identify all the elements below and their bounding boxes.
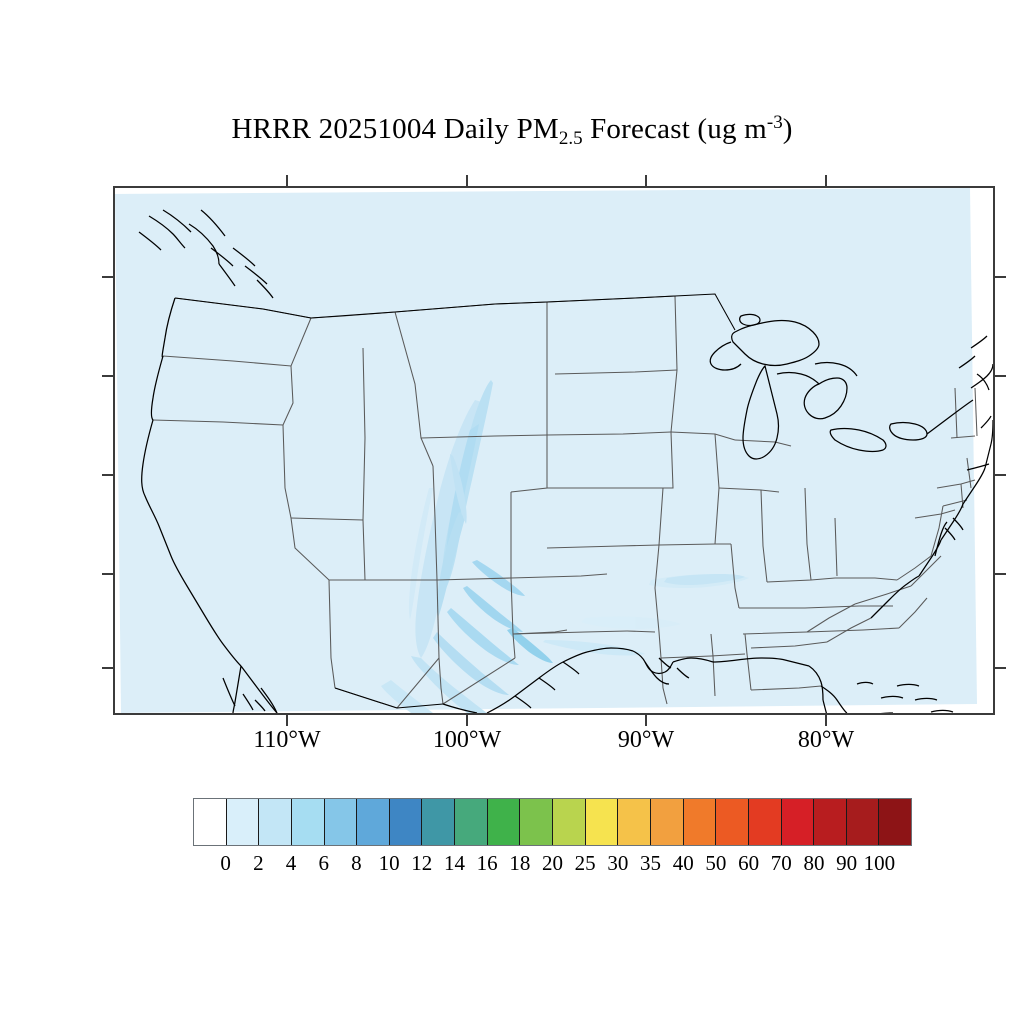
- colorbar-cell-10: [520, 799, 554, 845]
- band-ms-al-core: [664, 574, 745, 586]
- colorbar-tick-100: 100: [863, 851, 896, 875]
- band-gulf-filament: [543, 640, 645, 656]
- ytick-40: [102, 375, 113, 377]
- colorbar-cell-15: [683, 799, 717, 845]
- colorbar-tick-60: 60: [738, 851, 760, 875]
- xtick-110w: [286, 715, 288, 726]
- band-la-coast: [581, 616, 681, 629]
- colorbar[interactable]: [193, 798, 912, 846]
- colorbar-cell-8: [455, 799, 488, 845]
- colorbar-tick-8: 8: [351, 851, 362, 875]
- colorbar-cell-4: [324, 799, 358, 845]
- colorbar-tick-35: 35: [640, 851, 662, 875]
- xtick-100w: [466, 715, 468, 726]
- ytick-right-35: [995, 474, 1006, 476]
- colorbar-cell-6: [389, 799, 423, 845]
- xtick-top-110w: [286, 175, 288, 186]
- plume-filament-b: [436, 512, 465, 618]
- colorbar-cell-17: [748, 799, 782, 845]
- xtick-label-110w: 110°W: [253, 727, 321, 753]
- colorbar-cell-13: [618, 799, 651, 845]
- colorbar-tick-0: 0: [220, 851, 231, 875]
- colorbar-cell-20: [846, 799, 880, 845]
- xtick-top-100w: [466, 175, 468, 186]
- xtick-80w: [825, 715, 827, 726]
- map-clip-region: [115, 188, 993, 713]
- colorbar-tick-50: 50: [705, 851, 727, 875]
- chart-title: HRRR 20251004 Daily PM2.5 Forecast (ug m…: [0, 112, 1024, 150]
- colorbar-cell-11: [553, 799, 586, 845]
- colorbar-cell-18: [781, 799, 815, 845]
- ytick-right-45: [995, 276, 1006, 278]
- colorbar-tick-30: 30: [607, 851, 629, 875]
- colorbar-cell-16: [716, 799, 749, 845]
- plume-streak-4: [411, 656, 487, 713]
- xtick-top-90w: [645, 175, 647, 186]
- colorbar-tick-80: 80: [803, 851, 825, 875]
- colorbar-tick-12: 12: [411, 851, 433, 875]
- colorbar-tick-70: 70: [770, 851, 792, 875]
- title-superscript: -3: [766, 112, 783, 133]
- colorbar-tick-14: 14: [443, 851, 465, 875]
- colorbar-cell-3: [291, 799, 325, 845]
- plume-streak-1: [463, 586, 523, 632]
- colorbar-tick-40: 40: [672, 851, 694, 875]
- xtick-label-80w: 80°W: [797, 727, 855, 753]
- plume-wisp-west: [408, 488, 433, 620]
- pm25-band-southeast: [543, 574, 749, 656]
- colorbar-cell-0: [194, 799, 227, 845]
- colorbar-cell-14: [650, 799, 684, 845]
- title-subscript: 2.5: [558, 127, 583, 149]
- ytick-right-30: [995, 573, 1006, 575]
- ytick-25: [102, 667, 113, 669]
- colorbar-tick-10: 10: [378, 851, 400, 875]
- ytick-35: [102, 474, 113, 476]
- title-prefix: HRRR 20251004 Daily PM: [231, 112, 559, 145]
- colorbar-cell-21: [879, 799, 912, 845]
- ytick-45: [102, 276, 113, 278]
- xtick-label-100w: 100°W: [432, 727, 502, 753]
- ytick-right-40: [995, 375, 1006, 377]
- colorbar-tick-20: 20: [542, 851, 563, 875]
- colorbar-tick-6: 6: [318, 851, 329, 875]
- colorbar-cell-7: [422, 799, 456, 845]
- title-suffix: ): [782, 112, 793, 145]
- plume-patch-ks: [450, 454, 467, 524]
- ytick-30: [102, 573, 113, 575]
- plume-tip-gulf: [507, 628, 553, 663]
- colorbar-tick-18: 18: [509, 851, 531, 875]
- xtick-top-80w: [825, 175, 827, 186]
- map-axes[interactable]: [113, 186, 995, 715]
- colorbar-tick-16: 16: [476, 851, 498, 875]
- model-domain-fill: [115, 188, 977, 713]
- colorbar-tick-labels: 0 2 4 6 8 10 12 14 16 18 20 25 30 35 40 50 60 70 80 90 100: [0, 851, 1024, 881]
- colorbar-cell-2: [259, 799, 292, 845]
- colorbar-tick-25: 25: [574, 851, 596, 875]
- plume-streak-3: [433, 632, 509, 695]
- colorbar-cell-5: [357, 799, 390, 845]
- ytick-right-25: [995, 667, 1006, 669]
- colorbar-tick-90: 90: [836, 851, 858, 875]
- conus-map: [115, 188, 993, 713]
- plume-streak-2: [447, 608, 519, 665]
- colorbar-cell-9: [487, 799, 521, 845]
- xtick-label-90w: 90°W: [617, 727, 675, 753]
- colorbar-cell-12: [585, 799, 619, 845]
- title-middle: Forecast (ug m: [582, 112, 767, 145]
- colorbar-cell-19: [814, 799, 847, 845]
- colorbar-tick-2: 2: [253, 851, 264, 875]
- colorbar-tick-4: 4: [285, 851, 297, 875]
- colorbar-cell-1: [226, 799, 260, 845]
- xtick-90w: [645, 715, 647, 726]
- coastlines: [138, 209, 993, 713]
